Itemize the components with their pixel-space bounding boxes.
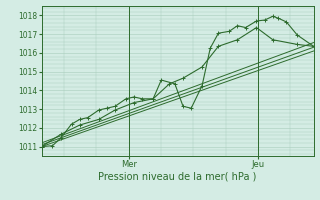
X-axis label: Pression niveau de la mer( hPa ): Pression niveau de la mer( hPa ) xyxy=(99,172,257,182)
